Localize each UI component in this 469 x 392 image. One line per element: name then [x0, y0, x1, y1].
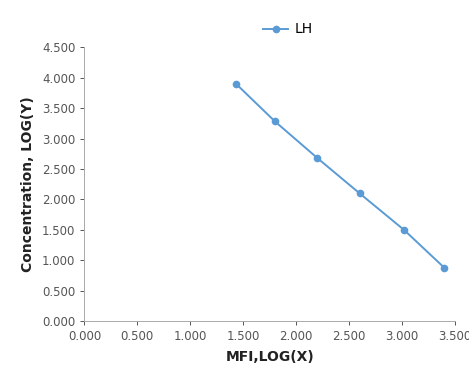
Y-axis label: Concentration, LOG(Y): Concentration, LOG(Y) — [21, 96, 35, 272]
LH — [233, 81, 239, 86]
Line: LH: LH — [233, 80, 447, 271]
LH — [441, 265, 447, 270]
X-axis label: MFI,LOG(X): MFI,LOG(X) — [225, 350, 314, 365]
LH — [315, 156, 320, 160]
LH — [272, 119, 278, 124]
LH — [401, 228, 407, 232]
Legend: LH: LH — [259, 18, 318, 41]
LH — [357, 191, 363, 196]
